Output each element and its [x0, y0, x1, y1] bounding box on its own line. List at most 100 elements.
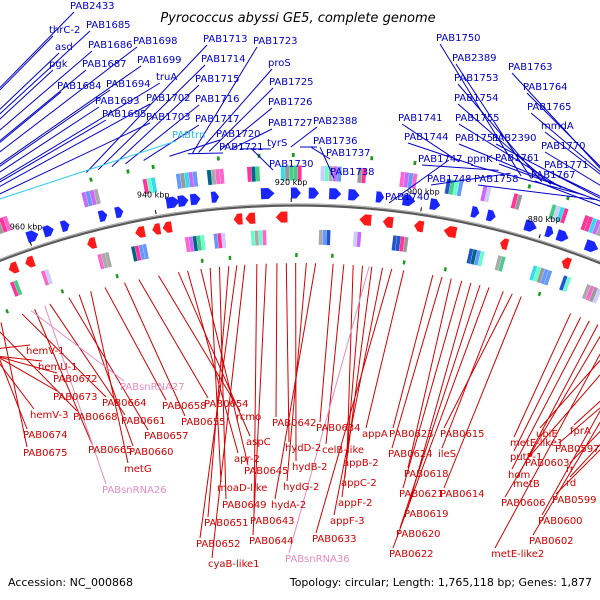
- connector-line: [573, 400, 600, 426]
- gene-label: PAB1730: [269, 159, 314, 170]
- connector-line: [532, 421, 600, 536]
- connector-line: [200, 268, 249, 466]
- connector-line: [391, 276, 443, 449]
- cog-block-inner: [498, 256, 506, 272]
- gene-label: appF-2: [338, 498, 373, 509]
- connector-line: [104, 287, 167, 401]
- cog-block-inner: [262, 230, 267, 246]
- connector-line: [0, 52, 60, 110]
- gene-label: PAB0634: [316, 423, 361, 434]
- cog-block-inner: [130, 246, 138, 262]
- connector-line: [443, 296, 522, 489]
- connector-line: [288, 266, 370, 554]
- gene-label: PAB0618: [404, 469, 449, 480]
- gene-label: PAB0672: [53, 374, 98, 385]
- gene-label: PAB1725: [269, 77, 314, 88]
- cog-block-inner: [540, 268, 549, 285]
- cog-block-outer: [251, 166, 256, 182]
- connector-line: [0, 69, 87, 142]
- connector-line: [275, 263, 278, 418]
- green-marker: [537, 291, 542, 297]
- connector-line: [192, 46, 258, 154]
- forward-gene-arrow: [485, 209, 496, 222]
- connector-line: [407, 142, 474, 166]
- reverse-gene-arrow: [275, 211, 288, 223]
- connector-line: [0, 363, 35, 410]
- connector-line: [207, 265, 230, 518]
- connector-line: [209, 267, 222, 483]
- connector-line: [399, 284, 481, 529]
- cog-block-outer: [89, 189, 97, 206]
- connector-line: [199, 265, 238, 539]
- cog-block-inner: [402, 236, 409, 253]
- cog-block-outer: [399, 171, 405, 188]
- cog-block-outer: [81, 191, 89, 208]
- gene-label: PAB2389: [452, 53, 497, 64]
- connector-line: [0, 69, 54, 120]
- connector-line: [0, 65, 142, 165]
- cog-block-inner: [466, 248, 474, 264]
- cog-block-inner: [536, 267, 545, 284]
- forward-gene-arrow: [583, 239, 599, 253]
- forward-gene-arrow: [59, 220, 70, 233]
- connector-line: [402, 280, 463, 489]
- connector-line: [346, 265, 354, 458]
- gene-label: PABsnRNA36: [285, 554, 350, 565]
- connector-line: [208, 87, 274, 152]
- gene-label: appB-2: [343, 458, 379, 469]
- connector-line: [333, 267, 383, 516]
- connector-line: [34, 309, 93, 445]
- cog-block-inner: [192, 235, 199, 252]
- reverse-gene-arrow: [25, 255, 36, 268]
- green-marker: [60, 289, 65, 294]
- connector-line: [0, 35, 54, 91]
- cog-block-inner: [470, 249, 478, 265]
- connector-line: [218, 266, 227, 500]
- forward-gene-arrow: [165, 196, 180, 209]
- forward-gene-arrow: [260, 187, 275, 200]
- cog-block-outer: [361, 167, 367, 184]
- connector-line: [315, 268, 393, 534]
- cog-block-outer: [580, 215, 590, 231]
- cog-block-outer: [357, 167, 363, 183]
- scale-tick: [420, 207, 422, 212]
- gene-label: hydD-2: [285, 443, 321, 454]
- gene-label: PAB0644: [249, 536, 294, 547]
- gene-label: PAB0674: [23, 430, 68, 441]
- connector-line: [68, 297, 149, 431]
- scale-tick: [154, 210, 157, 215]
- gene-label: metE-like2: [491, 549, 544, 560]
- green-marker: [115, 273, 119, 279]
- cog-block-outer: [0, 222, 4, 235]
- connector-line: [78, 294, 134, 447]
- gene-label: PAB2390: [492, 133, 537, 144]
- reverse-gene-arrow: [152, 223, 162, 235]
- gene-label: PAB0661: [121, 416, 166, 427]
- cog-block-inner: [592, 288, 600, 304]
- cog-block-outer: [146, 177, 154, 194]
- gene-label: PAB1744: [404, 132, 449, 143]
- forward-gene-arrow: [555, 229, 569, 242]
- cog-block-outer: [293, 165, 298, 181]
- green-marker: [151, 164, 155, 170]
- forward-gene-arrow: [97, 210, 108, 223]
- label-connector-lines: [0, 11, 600, 559]
- forward-gene-arrow: [290, 187, 301, 199]
- cog-block-inner: [104, 252, 112, 268]
- forward-gene-arrow: [42, 225, 54, 238]
- gene-label: metE-like1: [510, 438, 563, 449]
- cog-block-inner: [254, 230, 259, 246]
- genome-backbone: [0, 203, 600, 265]
- gene-label: PAB1703: [146, 112, 191, 123]
- gene-label: thrC-2: [49, 25, 80, 36]
- gene-label: PAB0606: [501, 498, 546, 509]
- reverse-gene-arrow: [359, 214, 372, 226]
- gene-label: PAB0645: [244, 466, 289, 477]
- connector-line: [0, 358, 28, 430]
- forward-gene-arrow: [25, 230, 39, 243]
- gene-label: PAB0658: [162, 401, 207, 412]
- gene-label: PAB1723: [253, 36, 298, 47]
- gene-label: appF-3: [330, 516, 365, 527]
- gene-label: PAB1737: [326, 148, 371, 159]
